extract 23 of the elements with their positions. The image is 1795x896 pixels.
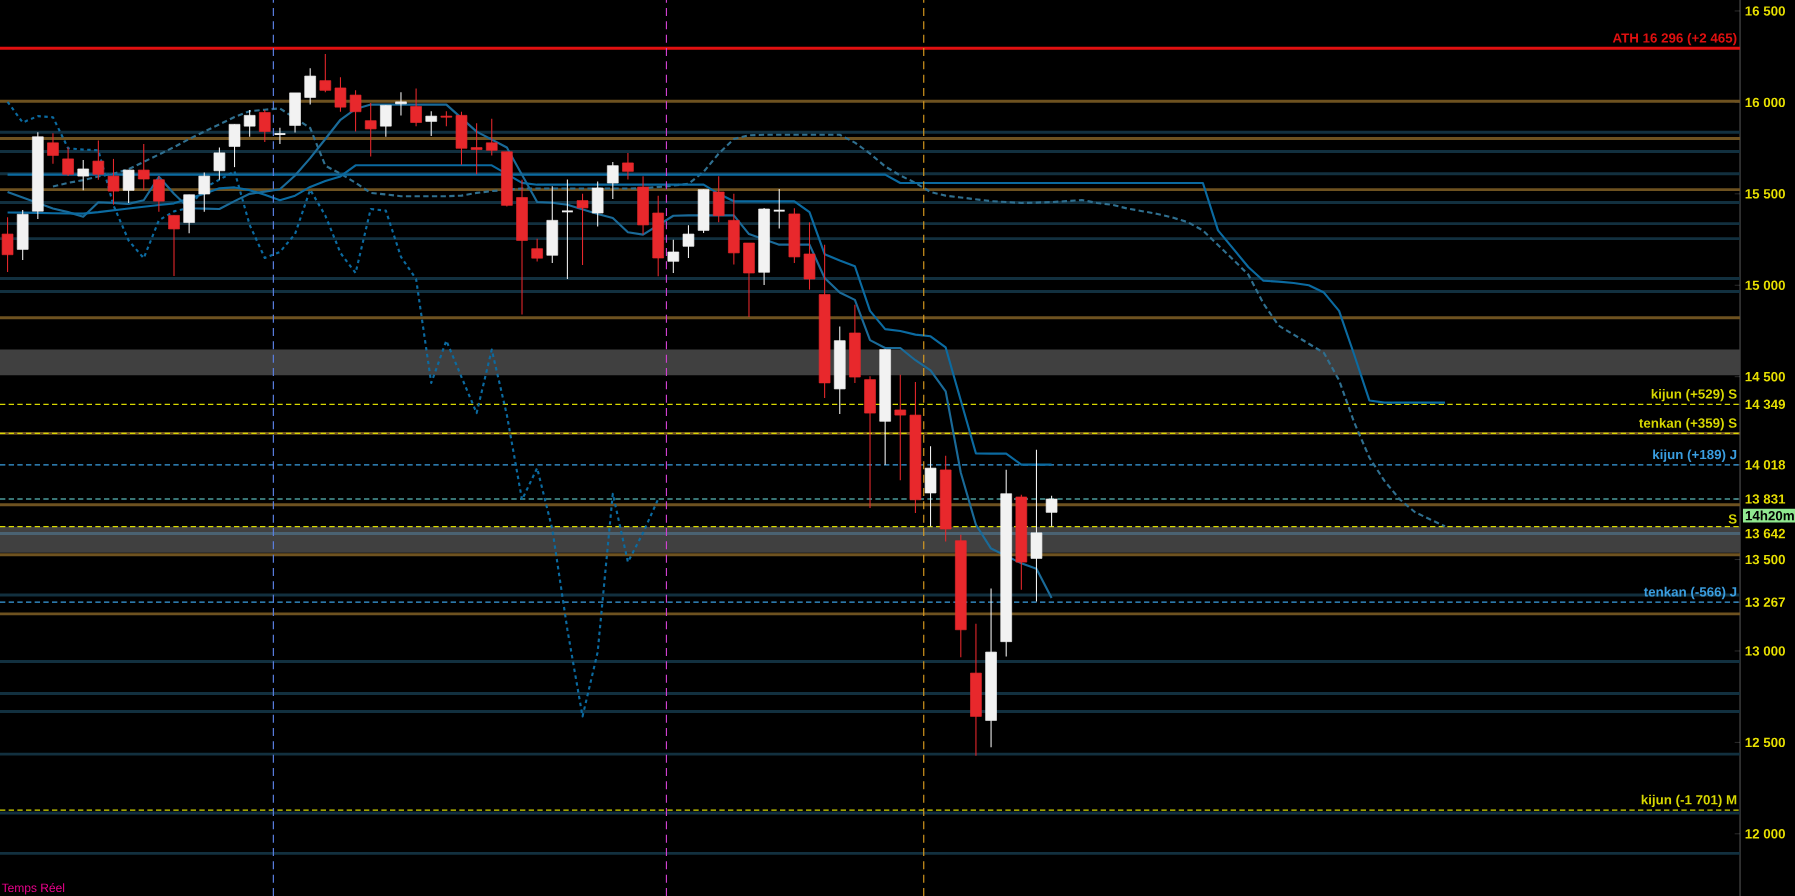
y-tick-label: 16 000: [1745, 97, 1785, 108]
y-tick-label: 14 349: [1745, 399, 1786, 410]
ref-line-label: ATH 16 296 (+2 465): [1612, 32, 1737, 46]
ref-line-label: S: [1728, 514, 1737, 524]
y-tick-label: 12 500: [1745, 737, 1785, 748]
y-tick-label: 12 000: [1745, 829, 1785, 839]
ref-line-label: kijun (+189) J: [1653, 449, 1737, 462]
y-tick-label: 13 642: [1745, 528, 1785, 539]
y-tick-label: 13 831: [1745, 494, 1786, 504]
ref-line-label: tenkan (-566) J: [1643, 586, 1737, 600]
y-tick-label: 14 500: [1745, 371, 1785, 382]
y-tick-label: 15 500: [1745, 189, 1785, 199]
ref-line-label: kijun (-1 701) M: [1641, 794, 1737, 808]
y-tick-label: 16 500: [1745, 6, 1785, 16]
y-tick-label: 13 500: [1745, 554, 1785, 565]
text: 14h20m: [1745, 510, 1794, 521]
ref-line-label: tenkan (+359) S: [1639, 418, 1737, 431]
y-tick-label: 13 267: [1745, 597, 1785, 607]
y-tick-label: 14 018: [1745, 460, 1786, 470]
y-tick-label: 15 000: [1745, 280, 1785, 290]
y-tick-label: 13 000: [1745, 646, 1785, 656]
ref-line-label: kijun (+529) S: [1651, 388, 1737, 402]
annotation: Temps Réel: [1, 883, 65, 895]
